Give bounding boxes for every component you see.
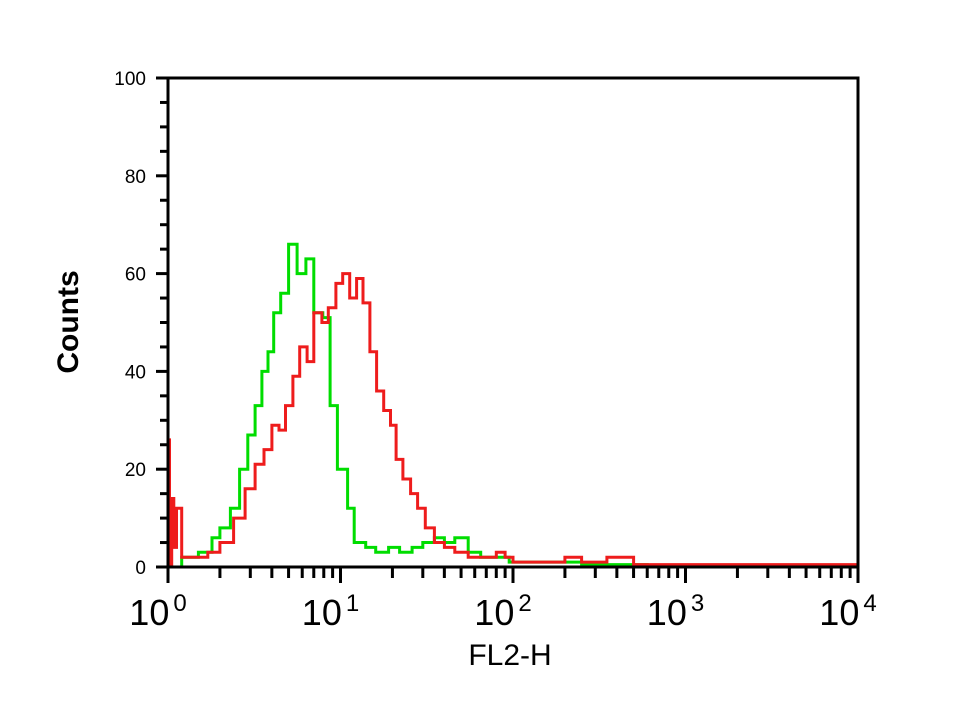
- x-tick-label: 10 4: [819, 590, 876, 633]
- y-axis-title: Counts: [52, 270, 85, 373]
- histogram-series-2: [168, 272, 858, 569]
- y-tick-label: 80: [125, 167, 146, 188]
- y-axis: 0 20 40 60 80 100: [114, 69, 168, 579]
- series-layer: [168, 242, 860, 569]
- x-tick-label: 10 1: [302, 590, 359, 633]
- y-tick-label: 0: [135, 558, 146, 579]
- x-tick-label: 10 3: [647, 590, 704, 633]
- y-tick-label: 20: [125, 460, 146, 481]
- x-tick-label: 10 0: [129, 590, 186, 633]
- x-axis-title: FL2-H: [468, 639, 551, 672]
- x-axis: 10 0 10 1 10 2 10 3 10 4: [129, 567, 877, 633]
- y-tick-label: 100: [114, 69, 146, 90]
- x-tick-label: 10 2: [474, 590, 531, 633]
- y-tick-label: 60: [125, 265, 146, 286]
- y-tick-label: 40: [125, 362, 146, 383]
